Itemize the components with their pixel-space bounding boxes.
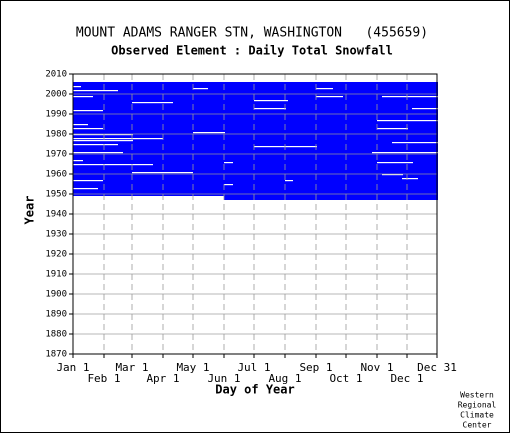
- x-tick-label: Sep 1: [299, 361, 332, 374]
- y-tick-label: 1870: [45, 350, 67, 360]
- data-gap: [73, 152, 123, 154]
- data-gap: [377, 128, 408, 130]
- credit: Regional: [458, 401, 497, 410]
- credit: Center: [463, 421, 492, 430]
- data-gap: [402, 178, 418, 180]
- data-gap: [193, 132, 225, 134]
- data-gap: [73, 160, 83, 162]
- data-gap: [285, 180, 293, 182]
- chart-subtitle: Observed Element : Daily Total Snowfall: [111, 44, 393, 58]
- y-tick-label: 1900: [45, 290, 67, 300]
- data-gap: [73, 188, 98, 190]
- x-tick-label: Jun 1: [207, 372, 240, 385]
- data-gap: [73, 124, 88, 126]
- x-tick-label: Jan 1: [56, 361, 89, 374]
- data-gap: [224, 162, 233, 164]
- data-gap: [73, 96, 93, 98]
- data-gap: [73, 128, 103, 130]
- data-gap: [254, 100, 288, 102]
- data-gap: [412, 108, 438, 110]
- y-tick-label: 1950: [45, 190, 67, 200]
- data-gap: [316, 96, 343, 98]
- x-tick-label: Apr 1: [146, 372, 179, 385]
- y-tick-label: 2010: [45, 70, 67, 80]
- x-tick-label: Dec 31: [417, 361, 457, 374]
- x-tick-label: Jul 1: [237, 361, 270, 374]
- data-gap: [377, 162, 413, 164]
- y-tick-label: 1910: [45, 270, 67, 280]
- data-gap: [73, 140, 133, 142]
- x-tick-label: May 1: [176, 361, 209, 374]
- chart-title: MOUNT ADAMS RANGER STN, WASHINGTON (4556…: [76, 26, 428, 41]
- y-tick-label: 1880: [45, 330, 67, 340]
- data-gap: [73, 144, 118, 146]
- x-tick-label: Aug 1: [268, 372, 301, 385]
- x-tick-label: Nov 1: [360, 361, 393, 374]
- y-axis-label: Year: [23, 196, 37, 225]
- data-gap: [132, 102, 173, 104]
- credit: Climate: [460, 411, 494, 420]
- x-tick-label: Dec 1: [390, 372, 423, 385]
- y-tick-label: 1920: [45, 250, 67, 260]
- plot-frame: [72, 73, 438, 355]
- y-tick-label: 1980: [45, 130, 67, 140]
- x-tick-label: Mar 1: [115, 361, 148, 374]
- y-tick-label: 1940: [45, 210, 67, 220]
- data-gap: [382, 174, 403, 176]
- x-tick-label: Oct 1: [329, 372, 362, 385]
- data-gap: [193, 88, 208, 90]
- y-tick-label: 1960: [45, 170, 67, 180]
- data-gap: [73, 164, 153, 166]
- y-tick-label: 1970: [45, 150, 67, 160]
- data-gap: [73, 134, 133, 136]
- data-gap: [382, 96, 438, 98]
- data-gap: [73, 180, 103, 182]
- x-axis-label: Day of Year: [215, 383, 294, 397]
- data-gap: [73, 138, 163, 140]
- data-gap: [132, 172, 193, 174]
- data-gap: [224, 184, 233, 186]
- data-gap: [372, 152, 438, 154]
- x-tick-label: Feb 1: [87, 372, 120, 385]
- data-gap: [73, 110, 103, 112]
- data-gap: [73, 90, 118, 92]
- data-gap: [254, 108, 286, 110]
- y-tick-label: 1990: [45, 110, 67, 120]
- data-block: [224, 82, 438, 200]
- data-gap: [316, 88, 333, 90]
- credit: Western: [460, 391, 494, 400]
- y-tick-label: 2000: [45, 90, 67, 100]
- data-gap: [73, 86, 81, 88]
- y-tick-label: 1930: [45, 230, 67, 240]
- data-gap: [377, 120, 438, 122]
- data-gap: [392, 142, 438, 144]
- y-tick-label: 1890: [45, 310, 67, 320]
